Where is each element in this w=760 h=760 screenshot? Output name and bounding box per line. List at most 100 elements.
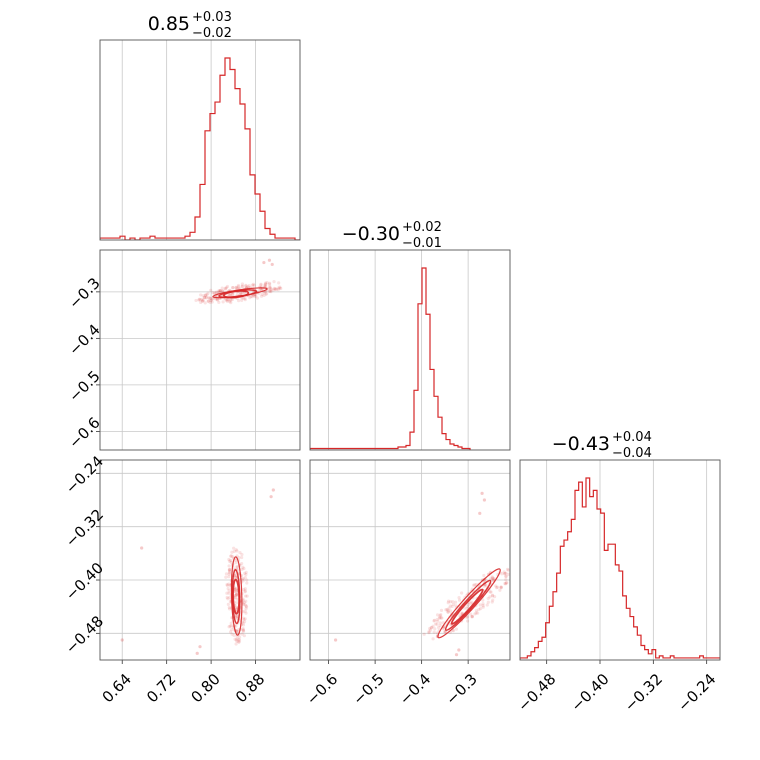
histogram-frame-1 xyxy=(309,249,511,451)
sample-point-2-111 xyxy=(431,624,435,628)
sample-point-2-175 xyxy=(432,619,436,623)
outlier-point-2-0 xyxy=(480,491,484,495)
sample-point-2-154 xyxy=(466,603,471,607)
sample-point-0-145 xyxy=(265,280,269,285)
sample-point-0-170 xyxy=(264,292,269,296)
sample-point-1-24 xyxy=(236,630,240,634)
sample-point-2-70 xyxy=(443,630,447,634)
sample-point-1-168 xyxy=(241,626,245,631)
panel-title-upper-0: +0.03 xyxy=(192,10,232,25)
sample-point-2-202 xyxy=(454,600,458,604)
sample-point-2-49 xyxy=(482,584,486,588)
sample-point-0-72 xyxy=(259,282,263,286)
sample-point-2-180 xyxy=(474,611,478,615)
sample-point-2-213 xyxy=(435,613,440,617)
sample-point-1-183 xyxy=(224,575,228,579)
panel-title-lower-0: −0.02 xyxy=(192,26,232,41)
sample-point-1-216 xyxy=(228,567,232,572)
sample-point-2-206 xyxy=(504,581,508,585)
sample-point-2-14 xyxy=(457,598,462,602)
y-tick-label-1-3: −0.3 xyxy=(65,274,103,312)
sample-point-0-75 xyxy=(199,293,203,297)
sample-point-0-207 xyxy=(220,286,224,290)
sample-point-0-127 xyxy=(244,284,248,288)
sample-point-1-19 xyxy=(233,596,237,600)
histogram-frame-2 xyxy=(519,459,721,661)
sample-point-0-3 xyxy=(231,285,235,290)
sample-point-1-54 xyxy=(227,571,231,575)
sample-point-1-21 xyxy=(227,572,231,576)
sample-point-0-164 xyxy=(201,294,205,298)
sample-point-2-153 xyxy=(446,610,450,614)
sample-point-1-50 xyxy=(245,578,249,582)
sample-point-2-161 xyxy=(446,608,450,612)
sample-point-1-77 xyxy=(228,595,232,599)
sample-point-2-148 xyxy=(434,622,438,626)
sample-point-0-105 xyxy=(276,286,280,290)
sample-point-2-46 xyxy=(431,637,435,641)
sample-point-2-55 xyxy=(451,628,456,633)
histogram-panel-1 xyxy=(309,249,511,451)
panel-title-0: 0.85 xyxy=(148,13,190,35)
sample-point-2-158 xyxy=(490,600,494,604)
sample-point-1-177 xyxy=(244,599,248,603)
sample-point-2-58 xyxy=(491,577,496,581)
sample-point-1-63 xyxy=(235,629,239,634)
sample-point-1-194 xyxy=(225,582,229,587)
sample-point-2-192 xyxy=(438,623,442,628)
sample-point-2-140 xyxy=(482,573,486,578)
sample-point-1-58 xyxy=(234,605,238,610)
sample-point-0-137 xyxy=(229,298,233,302)
sample-point-0-214 xyxy=(226,298,230,302)
sample-point-0-42 xyxy=(238,291,243,295)
sample-point-1-11 xyxy=(229,560,233,564)
sample-point-0-140 xyxy=(274,287,279,292)
sample-point-0-205 xyxy=(224,286,229,290)
sample-point-2-81 xyxy=(440,616,444,620)
sample-point-0-117 xyxy=(262,293,266,298)
sample-point-1-51 xyxy=(241,579,245,583)
sample-point-0-161 xyxy=(200,297,204,301)
sample-point-1-157 xyxy=(235,565,240,569)
sample-point-2-190 xyxy=(505,581,509,585)
sample-point-2-0 xyxy=(445,607,449,612)
sample-point-2-181 xyxy=(493,595,497,599)
sample-point-0-160 xyxy=(223,287,228,291)
sample-point-0-169 xyxy=(219,289,223,293)
sample-point-2-24 xyxy=(428,628,433,632)
sample-point-1-34 xyxy=(235,592,239,596)
sample-point-0-150 xyxy=(240,284,244,288)
sample-point-1-173 xyxy=(243,589,247,593)
sample-point-0-148 xyxy=(207,296,212,300)
x-tick-label-2-1: −0.40 xyxy=(568,670,613,715)
sample-point-0-68 xyxy=(250,295,254,299)
sample-point-2-96 xyxy=(460,611,464,615)
sample-point-1-40 xyxy=(227,607,232,611)
sample-point-2-21 xyxy=(504,574,508,578)
contour-panel-2-0 xyxy=(96,459,301,664)
sample-point-0-153 xyxy=(277,281,281,285)
sample-point-1-206 xyxy=(225,583,229,588)
sample-point-2-119 xyxy=(465,619,470,623)
sample-point-1-96 xyxy=(243,603,247,607)
sample-point-2-115 xyxy=(460,591,464,595)
sample-point-2-124 xyxy=(485,603,489,607)
sample-point-1-6 xyxy=(241,628,246,632)
sample-point-2-209 xyxy=(476,611,480,615)
panels-layer xyxy=(96,39,721,664)
sample-point-2-130 xyxy=(490,594,495,598)
sample-point-2-90 xyxy=(473,583,477,587)
sample-point-1-62 xyxy=(241,621,245,625)
sample-point-1-188 xyxy=(245,581,249,585)
sample-point-2-65 xyxy=(490,575,494,579)
sample-point-1-212 xyxy=(237,638,242,642)
sample-point-2-32 xyxy=(457,596,461,600)
sample-point-2-189 xyxy=(498,588,502,592)
y-tick-label-1-2: −0.4 xyxy=(65,321,103,359)
sample-point-2-88 xyxy=(454,627,459,631)
sample-point-1-91 xyxy=(243,587,247,591)
sample-point-1-70 xyxy=(242,600,247,605)
sample-point-0-167 xyxy=(211,290,215,295)
sample-point-0-194 xyxy=(243,298,247,302)
contour-content-2 xyxy=(333,491,510,657)
